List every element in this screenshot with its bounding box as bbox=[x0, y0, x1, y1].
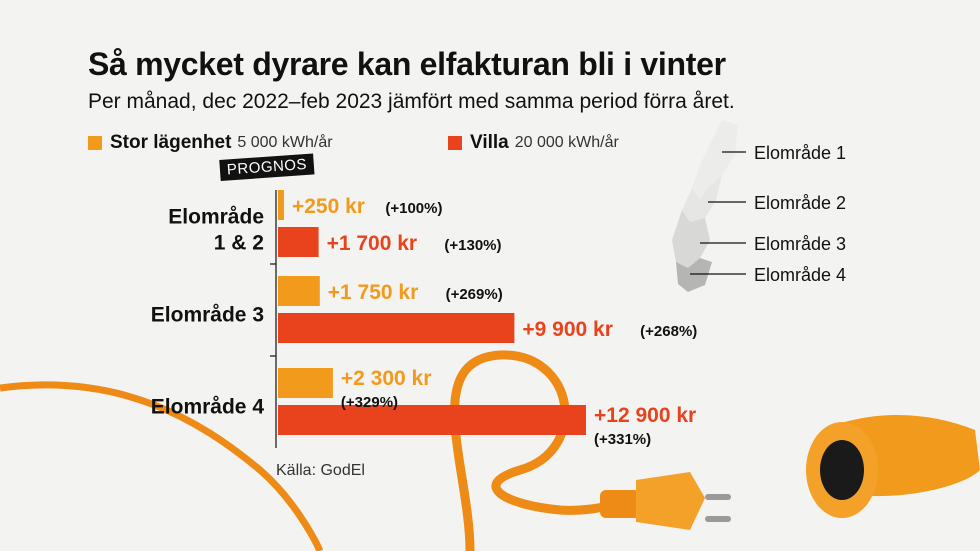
pct-label-villa-3: (+331%) bbox=[594, 431, 651, 448]
value-label-stor-lagenhet-3: +2 300 kr bbox=[341, 367, 432, 390]
category-label-3: Elområde 4 bbox=[151, 396, 265, 419]
legend-item-villa: Villa 20 000 kWh/år bbox=[448, 132, 619, 154]
bar-villa-3 bbox=[278, 405, 586, 435]
pct-label-stor-lagenhet-1: (+100%) bbox=[385, 200, 442, 217]
bar-stor-lagenhet-3 bbox=[278, 368, 333, 398]
source-note: Källa: GodEl bbox=[276, 462, 365, 479]
value-label-villa-1: +1 700 kr bbox=[327, 232, 418, 255]
cable-left-decoration bbox=[0, 381, 324, 551]
legend-name-villa: Villa bbox=[470, 132, 509, 153]
bar-villa-2 bbox=[278, 313, 515, 343]
bars-layer bbox=[278, 190, 586, 435]
map-label-3: Elområde 3 bbox=[754, 234, 847, 254]
map-label-2: Elområde 2 bbox=[754, 193, 847, 213]
bar-villa-1 bbox=[278, 227, 319, 257]
bar-stor-lagenhet-1 bbox=[278, 190, 284, 220]
map-label-4: Elområde 4 bbox=[754, 265, 847, 285]
bar-stor-lagenhet-2 bbox=[278, 276, 320, 306]
pct-label-villa-2: (+268%) bbox=[640, 323, 697, 340]
map-region-2 bbox=[682, 175, 722, 222]
category-label-2: Elområde 3 bbox=[151, 304, 264, 327]
legend-swatch-stor-lagenhet bbox=[88, 136, 102, 150]
legend-item-stor-lagenhet: Stor lägenhet 5 000 kWh/år bbox=[88, 132, 333, 154]
category-label-1-line2: 1 & 2 bbox=[214, 232, 264, 255]
map-region-4 bbox=[676, 258, 712, 292]
pct-label-stor-lagenhet-2: (+269%) bbox=[446, 286, 503, 303]
map-region-3 bbox=[672, 210, 710, 268]
cable-loop-decoration bbox=[450, 350, 645, 551]
legend-swatch-villa bbox=[448, 136, 462, 150]
category-label-1: Elområde bbox=[168, 206, 264, 229]
map-label-1: Elområde 1 bbox=[754, 143, 847, 163]
pct-label-villa-1: (+130%) bbox=[444, 237, 501, 254]
map-region-1 bbox=[692, 120, 738, 200]
labels-layer: Elområde 1 & 2 +250 kr (+100%) +1 700 kr (+13… bbox=[151, 195, 698, 448]
chart-subtitle: Per månad, dec 2022–feb 2023 jämfört med… bbox=[88, 90, 735, 113]
socket-decoration bbox=[806, 414, 980, 518]
legend-sub-villa: 20 000 kWh/år bbox=[514, 134, 619, 151]
sweden-map bbox=[672, 120, 746, 292]
legend-name-stor-lagenhet: Stor lägenhet bbox=[110, 132, 232, 153]
plug-decoration bbox=[600, 472, 731, 530]
value-label-villa-2: +9 900 kr bbox=[522, 318, 613, 341]
legend-sub-stor-lagenhet: 5 000 kWh/år bbox=[237, 134, 333, 151]
value-label-villa-3: +12 900 kr bbox=[594, 404, 696, 427]
pct-label-stor-lagenhet-3: (+329%) bbox=[341, 394, 398, 411]
value-label-stor-lagenhet-2: +1 750 kr bbox=[328, 281, 419, 304]
chart-title: Så mycket dyrare kan elfakturan bli i vi… bbox=[88, 46, 726, 82]
value-label-stor-lagenhet-1: +250 kr bbox=[292, 195, 365, 218]
